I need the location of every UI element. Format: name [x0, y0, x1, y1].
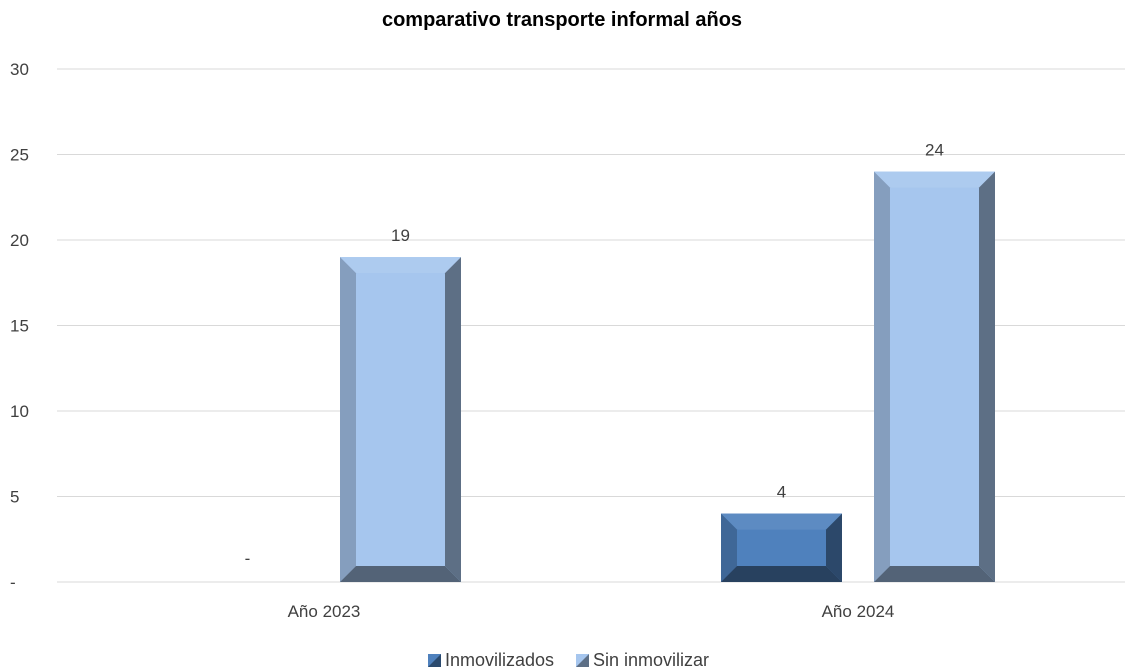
x-axis-categories: Año 2023 Año 2024	[288, 602, 895, 621]
bar-bevel-bottom	[340, 566, 461, 582]
legend-label-inmovilizados: Inmovilizados	[445, 650, 554, 670]
y-tick-label: 30	[10, 60, 29, 79]
chart-title: comparativo transporte informal años	[382, 9, 742, 31]
y-tick-label: 15	[10, 317, 29, 336]
bars	[340, 171, 995, 582]
bar-bevel-right	[979, 171, 995, 582]
bar-bevel-right	[445, 257, 461, 582]
legend-item-sin-inmovilizar: Sin inmovilizar	[576, 650, 709, 670]
x-category-label: Año 2023	[288, 602, 361, 621]
bar-body	[874, 171, 995, 582]
bar-body	[340, 257, 461, 582]
bar-bevel-left	[340, 257, 356, 582]
y-tick-label: 20	[10, 231, 29, 250]
y-axis-ticks: - 5 10 15 20 25 30	[10, 60, 29, 592]
legend-swatch-shade-inmovilizados	[428, 654, 441, 667]
bar-inmovilizados-1	[721, 513, 842, 582]
y-tick-label: 5	[10, 488, 19, 507]
data-label: -	[245, 549, 251, 568]
legend-swatch-shade-sin-inmovilizar	[576, 654, 589, 667]
gridlines	[57, 68, 1125, 583]
bar-bevel-top	[874, 171, 995, 188]
data-labels: - 19 4 24	[245, 141, 944, 568]
x-category-label: Año 2024	[822, 602, 895, 621]
bar-bevel-right	[826, 513, 842, 582]
data-label: 4	[777, 483, 786, 502]
legend-label-sin-inmovilizar: Sin inmovilizar	[593, 650, 709, 670]
bar-bevel-top	[721, 513, 842, 530]
bar-bevel-left	[874, 171, 890, 582]
legend-item-inmovilizados: Inmovilizados	[428, 650, 554, 670]
bar-bevel-top	[340, 257, 461, 274]
bar-bevel-bottom	[874, 566, 995, 582]
bar-bevel-bottom	[721, 566, 842, 582]
y-tick-label: 10	[10, 402, 29, 421]
data-label: 24	[925, 141, 944, 160]
y-tick-label: 25	[10, 146, 29, 165]
y-tick-label: -	[10, 573, 16, 592]
legend: Inmovilizados Sin inmovilizar	[428, 650, 709, 670]
bar-sin-inmovilizar-1	[874, 171, 995, 582]
data-label: 19	[391, 226, 410, 245]
bar-sin-inmovilizar-0	[340, 257, 461, 582]
bar-bevel-left	[721, 513, 737, 582]
